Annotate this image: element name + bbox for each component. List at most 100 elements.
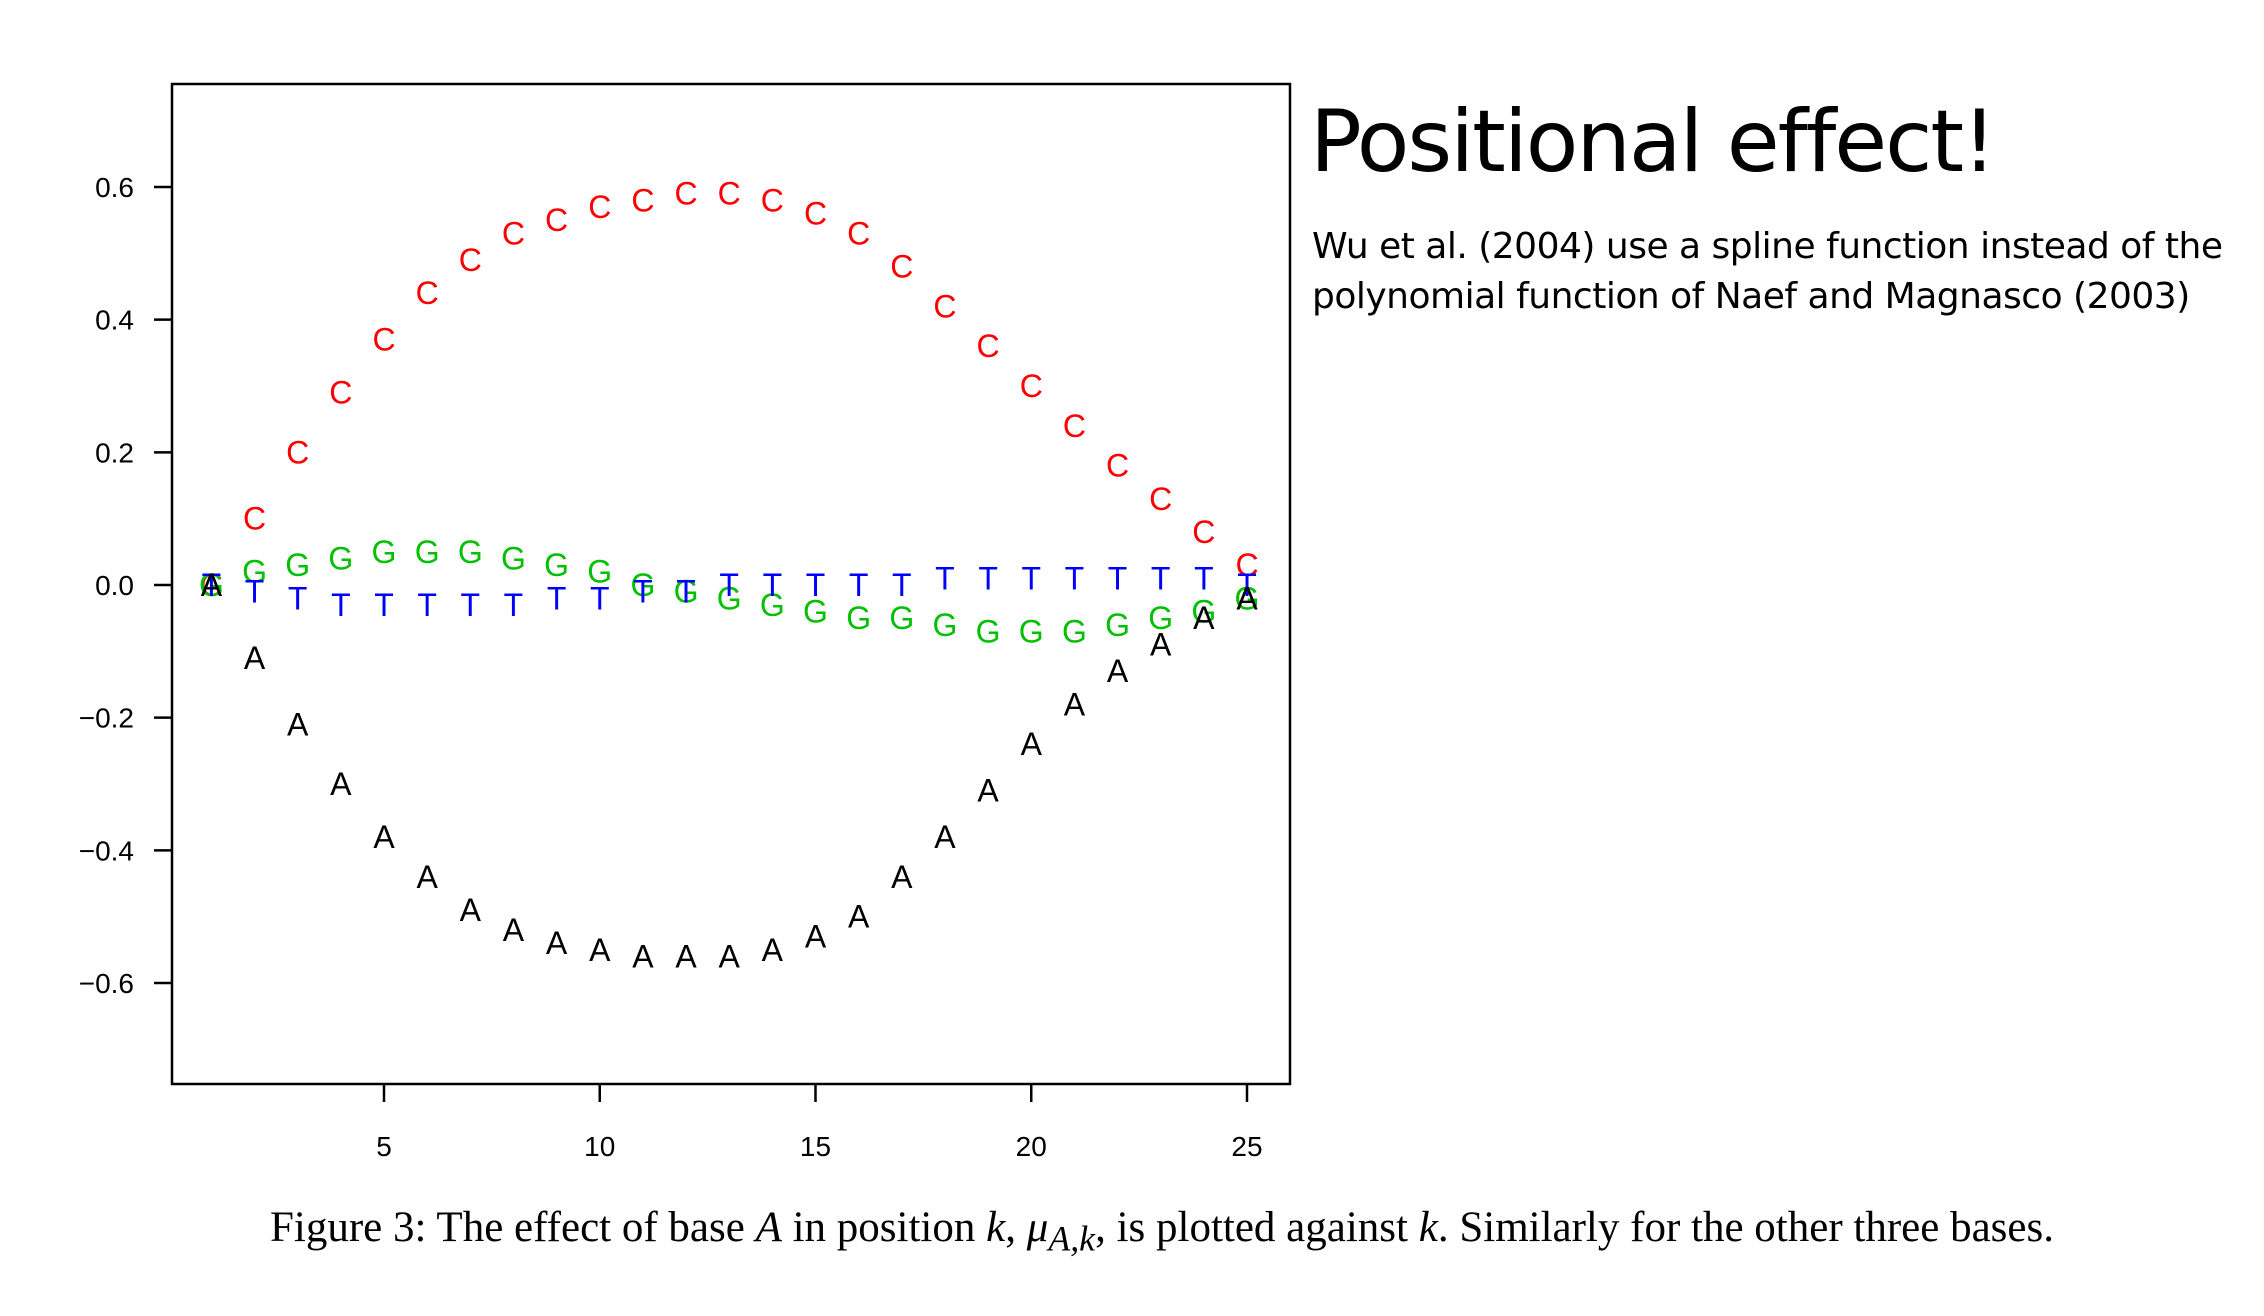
point-t: T: [288, 580, 308, 616]
point-c: C: [847, 215, 870, 251]
slide-title: Positional effect!: [1310, 92, 1997, 192]
point-c: C: [1020, 368, 1043, 404]
point-t: T: [417, 587, 437, 623]
point-a: A: [848, 899, 870, 935]
point-c: C: [329, 375, 352, 411]
point-g: G: [1235, 580, 1260, 616]
point-t: T: [978, 560, 998, 596]
y-tick-label: 0.2: [95, 437, 134, 468]
point-c: C: [631, 182, 654, 218]
caption-part: ,: [1005, 1204, 1027, 1251]
point-c: C: [286, 434, 309, 470]
point-a: A: [891, 859, 913, 895]
point-g: G: [1148, 600, 1173, 636]
point-a: A: [1021, 726, 1043, 762]
x-tick-label: 5: [376, 1131, 392, 1162]
point-t: T: [806, 567, 826, 603]
point-g: G: [587, 554, 612, 590]
point-a: A: [460, 892, 482, 928]
caption-part: k: [986, 1204, 1006, 1251]
point-g: G: [458, 534, 483, 570]
point-t: T: [719, 567, 739, 603]
point-c: C: [1235, 547, 1258, 583]
point-a: A: [805, 919, 827, 955]
point-c: C: [1192, 514, 1215, 550]
point-c: C: [416, 275, 439, 311]
point-g: G: [1062, 613, 1087, 649]
y-tick-label: −0.2: [79, 703, 134, 734]
point-t: T: [633, 574, 653, 610]
point-c: C: [761, 182, 784, 218]
point-a: A: [1193, 600, 1215, 636]
point-a: A: [977, 773, 999, 809]
point-t: T: [590, 580, 610, 616]
point-c: C: [545, 202, 568, 238]
point-g: G: [372, 534, 397, 570]
point-g: G: [501, 540, 526, 576]
point-c: C: [1106, 448, 1129, 484]
slide-description: Wu et al. (2004) use a spline function i…: [1312, 226, 2223, 317]
point-a: A: [244, 640, 266, 676]
point-g: G: [846, 600, 871, 636]
point-t: T: [1194, 560, 1214, 596]
point-t: T: [1108, 560, 1128, 596]
point-a: A: [675, 938, 697, 974]
point-g: G: [803, 594, 828, 630]
point-c: C: [502, 215, 525, 251]
point-c: C: [804, 196, 827, 232]
point-g: G: [1191, 594, 1216, 630]
x-tick-label: 25: [1231, 1131, 1262, 1162]
caption-part: , is plotted against: [1095, 1204, 1419, 1251]
point-g: G: [630, 567, 655, 603]
caption-part: A: [755, 1204, 782, 1251]
point-t: T: [331, 587, 351, 623]
point-t: T: [849, 567, 869, 603]
point-t: T: [1151, 560, 1171, 596]
point-t: T: [676, 574, 696, 610]
caption-part: k: [1418, 1204, 1438, 1251]
point-g: G: [976, 613, 1001, 649]
point-g: G: [242, 554, 267, 590]
point-a: A: [416, 859, 438, 895]
point-g: G: [760, 587, 785, 623]
point-a: A: [1236, 580, 1258, 616]
point-c: C: [1063, 408, 1086, 444]
y-tick-label: 0.4: [95, 305, 134, 336]
caption-part: A,k: [1048, 1218, 1096, 1259]
y-tick-label: 0.0: [95, 570, 134, 601]
y-tick-label: −0.6: [79, 968, 134, 999]
x-tick-label: 15: [800, 1131, 831, 1162]
point-c: C: [372, 322, 395, 358]
point-a: A: [589, 932, 611, 968]
point-a: A: [546, 925, 568, 961]
point-a: A: [934, 819, 956, 855]
point-g: G: [328, 540, 353, 576]
point-c: C: [890, 249, 913, 285]
point-g: G: [544, 547, 569, 583]
point-t: T: [461, 587, 481, 623]
point-a: A: [503, 912, 525, 948]
point-t: T: [504, 587, 524, 623]
point-t: T: [374, 587, 394, 623]
point-t: T: [547, 580, 567, 616]
point-c: C: [1149, 481, 1172, 517]
point-t: T: [245, 574, 265, 610]
point-t: T: [1021, 560, 1041, 596]
point-t: T: [202, 567, 222, 603]
point-g: G: [674, 574, 699, 610]
y-tick-label: 0.6: [95, 172, 134, 203]
point-a: A: [719, 938, 741, 974]
point-a: A: [201, 567, 223, 603]
point-c: C: [674, 176, 697, 212]
point-c: C: [718, 176, 741, 212]
point-g: G: [285, 547, 310, 583]
figure-caption: Figure 3: The effect of base A in positi…: [270, 1200, 2150, 1267]
point-t: T: [935, 560, 955, 596]
x-tick-label: 20: [1016, 1131, 1047, 1162]
point-a: A: [762, 932, 784, 968]
point-g: G: [415, 534, 440, 570]
point-c: C: [200, 567, 223, 603]
point-a: A: [287, 706, 309, 742]
caption-part: . Similarly for the other three bases.: [1437, 1204, 2054, 1251]
point-g: G: [1105, 607, 1130, 643]
